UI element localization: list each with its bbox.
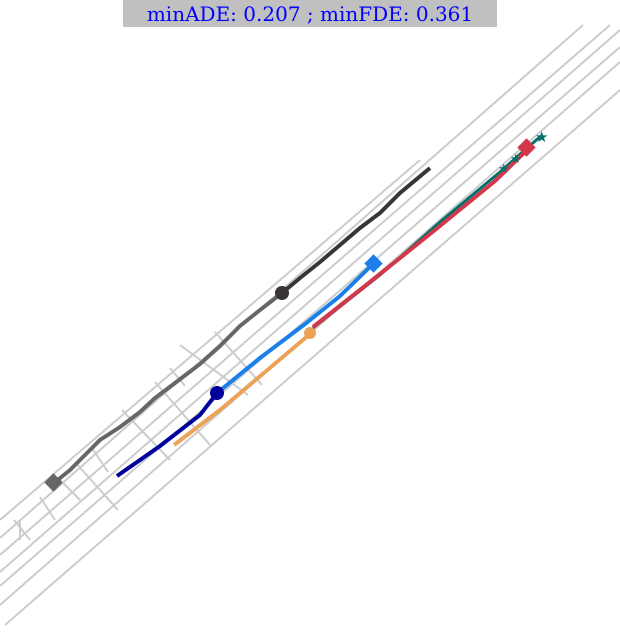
min-fde-value: 0.361 [415, 1, 474, 26]
lane-line [0, 24, 584, 539]
other-agent-history [172, 332, 312, 447]
target-agent-current-marker [210, 386, 224, 400]
lane-connector [179, 344, 249, 396]
predicted-future [311, 148, 529, 329]
lane-line [0, 29, 620, 573]
lane-connector [59, 479, 81, 501]
lane-connector [74, 461, 119, 511]
lane-line [0, 159, 421, 521]
focal-agent-history [52, 291, 284, 485]
lane-connector [91, 447, 109, 473]
focal-agent-start-marker [44, 473, 63, 492]
target-agent-end-marker [364, 254, 383, 273]
lane-line [0, 24, 611, 556]
lane-line [0, 46, 620, 587]
min-ade-value: 0.207 [243, 1, 301, 26]
target-agent-history [115, 391, 219, 478]
min-fde-label: minFDE [320, 1, 403, 26]
min-ade-label: minADE [146, 1, 231, 26]
lane-connector [13, 519, 31, 541]
lane-connector [39, 496, 56, 521]
focal-agent-current-marker [275, 286, 289, 300]
target-agent-future [215, 262, 375, 395]
star-marker-icon: ★ [510, 152, 522, 167]
other-agent-current-marker [304, 327, 316, 339]
star-marker-icon: ★ [498, 162, 510, 177]
metrics-title: minADE: 0.207 ; minFDE: 0.361 [123, 0, 497, 27]
prediction-end-marker [517, 138, 536, 157]
lane-connector [169, 367, 186, 387]
lane-lines [0, 24, 620, 626]
lane-connector [121, 409, 171, 461]
star-marker-icon: ★ [535, 128, 548, 146]
ground-truth-stars: ★ ★ ★ [498, 128, 548, 177]
lane-line [4, 89, 620, 626]
focal-agent-future [280, 166, 432, 295]
